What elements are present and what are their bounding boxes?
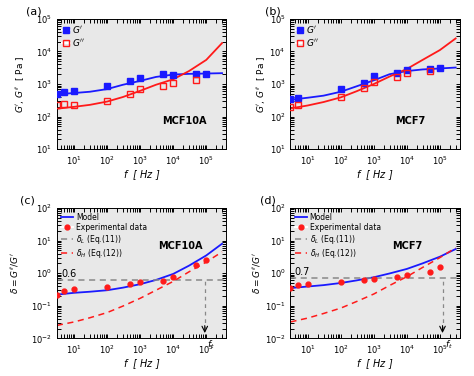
Text: 0.6: 0.6 <box>61 269 76 279</box>
Legend: Model, Experimental data, $\delta_L$ (Eq.(11)), $\delta_H$ (Eq.(12)): Model, Experimental data, $\delta_L$ (Eq… <box>294 212 382 261</box>
Line: Model: Model <box>291 249 456 288</box>
$\delta_H$ (Eq.(12)) <box>137 296 143 300</box>
$\delta_H$ (Eq.(12)) <box>420 265 426 270</box>
Experimental data <box>361 278 367 282</box>
Model <box>170 271 176 276</box>
Experimental data <box>371 276 377 281</box>
Text: 0.7: 0.7 <box>295 267 310 277</box>
$\delta_H$ (Eq.(12)) <box>288 320 293 324</box>
Model <box>219 241 225 246</box>
$\delta_H$ (Eq.(12)) <box>186 270 192 274</box>
Model <box>420 261 426 265</box>
Experimental data <box>203 258 209 262</box>
Model <box>54 293 60 297</box>
Experimental data <box>71 287 77 291</box>
$\delta_H$ (Eq.(12)) <box>387 283 392 288</box>
$\delta_H$ (Eq.(12)) <box>153 288 159 293</box>
Model <box>137 282 143 287</box>
Model <box>305 284 310 289</box>
Model <box>321 283 327 287</box>
Line: Experimental data: Experimental data <box>288 265 442 291</box>
Experimental data <box>427 270 433 274</box>
Line: Experimental data: Experimental data <box>55 258 209 297</box>
$\delta_H$ (Eq.(12)) <box>120 304 126 308</box>
$\delta_H$ (Eq.(12)) <box>354 299 359 304</box>
Experimental data <box>161 279 166 283</box>
Text: MCF10A: MCF10A <box>158 241 203 251</box>
$\delta_H$ (Eq.(12)) <box>219 250 225 254</box>
Model <box>203 253 209 258</box>
Model <box>87 290 93 294</box>
$\delta_H$ (Eq.(12)) <box>321 311 327 316</box>
Model <box>153 278 159 282</box>
Model <box>437 255 443 259</box>
Model <box>371 275 377 279</box>
Y-axis label: $\delta = G''/G'$: $\delta = G''/G'$ <box>251 252 262 294</box>
Model <box>404 267 410 271</box>
Experimental data <box>338 279 344 284</box>
$\delta_H$ (Eq.(12)) <box>54 323 60 327</box>
Experimental data <box>394 275 400 279</box>
Text: $f_t$: $f_t$ <box>445 338 452 350</box>
X-axis label: $f$  [ Hz ]: $f$ [ Hz ] <box>123 168 160 182</box>
Experimental data <box>61 289 67 293</box>
$\delta_H$ (Eq.(12)) <box>371 292 377 296</box>
$\delta_H$ (Eq.(12)) <box>404 274 410 279</box>
Model <box>338 281 344 285</box>
Line: $\delta_H$ (Eq.(12)): $\delta_H$ (Eq.(12)) <box>57 252 222 325</box>
X-axis label: $f$  [ Hz ]: $f$ [ Hz ] <box>356 357 394 371</box>
Text: $f_t$: $f_t$ <box>207 338 215 350</box>
Line: $\delta_H$ (Eq.(12)): $\delta_H$ (Eq.(12)) <box>291 248 456 322</box>
Y-axis label: $\delta = G''/G'$: $\delta = G''/G'$ <box>9 252 19 294</box>
Model <box>186 264 192 268</box>
Experimental data <box>54 293 60 297</box>
Model <box>387 271 392 276</box>
Text: (c): (c) <box>19 196 35 205</box>
Experimental data <box>104 285 110 289</box>
Text: MCF10A: MCF10A <box>162 116 206 126</box>
Y-axis label: $G'$, $G''$  [ Pa ]: $G'$, $G''$ [ Pa ] <box>255 55 267 113</box>
Model <box>354 278 359 283</box>
X-axis label: $f$  [ Hz ]: $f$ [ Hz ] <box>123 357 160 371</box>
Experimental data <box>288 286 293 290</box>
Experimental data <box>128 282 133 287</box>
$\delta_H$ (Eq.(12)) <box>437 255 443 260</box>
Model <box>120 285 126 290</box>
$\delta_H$ (Eq.(12)) <box>305 316 310 320</box>
Experimental data <box>404 273 410 278</box>
Experimental data <box>137 280 143 285</box>
Text: MCF7: MCF7 <box>395 116 426 126</box>
$\delta_H$ (Eq.(12)) <box>338 306 344 310</box>
$\delta_H$ (Eq.(12)) <box>170 279 176 284</box>
Experimental data <box>170 275 176 279</box>
Text: (a): (a) <box>27 6 42 16</box>
Legend: $G'$, $G''$: $G'$, $G''$ <box>62 23 86 49</box>
Legend: $G'$, $G''$: $G'$, $G''$ <box>295 23 320 49</box>
Model <box>453 247 458 251</box>
$\delta_H$ (Eq.(12)) <box>71 320 77 324</box>
Y-axis label: $G'$, $G''$  [ Pa ]: $G'$, $G''$ [ Pa ] <box>14 55 27 113</box>
$\delta_H$ (Eq.(12)) <box>453 246 458 250</box>
X-axis label: $f$  [ Hz ]: $f$ [ Hz ] <box>356 168 394 182</box>
Model <box>104 288 110 293</box>
Experimental data <box>437 265 443 270</box>
Experimental data <box>295 283 301 288</box>
Text: (b): (b) <box>265 6 281 16</box>
Legend: Model, Experimental data, $\delta_L$ (Eq.(11)), $\delta_H$ (Eq.(12)): Model, Experimental data, $\delta_L$ (Eq… <box>61 212 148 261</box>
$\delta_H$ (Eq.(12)) <box>203 260 209 264</box>
Text: (d): (d) <box>260 196 276 205</box>
Line: Model: Model <box>57 244 222 295</box>
Experimental data <box>305 281 310 286</box>
Text: MCF7: MCF7 <box>392 241 422 251</box>
Model <box>71 291 77 295</box>
Model <box>288 286 293 290</box>
$\delta_H$ (Eq.(12)) <box>87 315 93 320</box>
$\delta_H$ (Eq.(12)) <box>104 310 110 315</box>
Experimental data <box>193 262 199 267</box>
